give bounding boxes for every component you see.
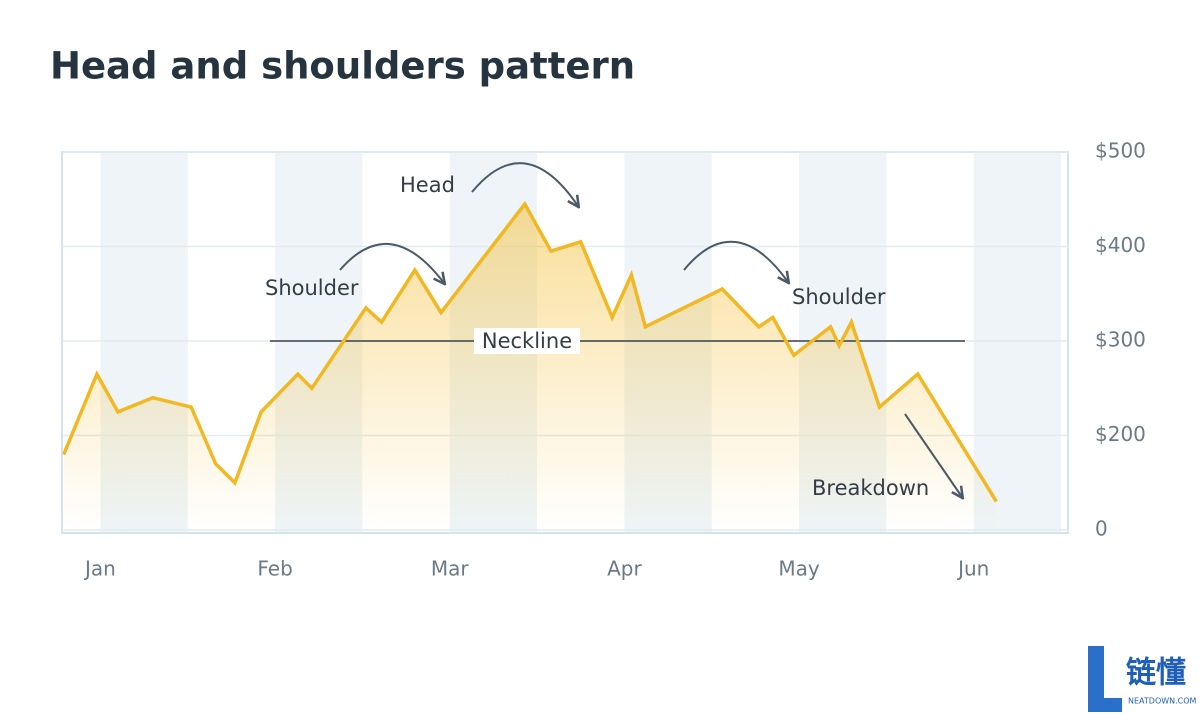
y-tick-label: $300 <box>1095 328 1146 352</box>
arrow <box>904 413 962 497</box>
shoulder-label: Shoulder <box>265 276 359 300</box>
x-tick-label: Jan <box>83 557 116 581</box>
brand-name: 链懂 <box>1126 656 1186 691</box>
x-tick-label: Mar <box>431 557 470 581</box>
y-tick-label: $400 <box>1095 233 1146 257</box>
logo-mark <box>1088 646 1122 712</box>
chart-title: Head and shoulders pattern <box>50 45 635 88</box>
shoulder-label: Shoulder <box>792 285 886 309</box>
x-tick-label: Feb <box>257 557 292 581</box>
x-tick-label: Apr <box>607 557 642 581</box>
x-tick-label: Jun <box>956 557 989 581</box>
line <box>62 200 998 503</box>
plot-area: 0 $200 $300 $400 $500 Jan Feb Mar Apr May Jun Neckl… <box>61 139 1146 581</box>
x-tick-label: May <box>778 557 820 581</box>
arrow <box>471 162 578 206</box>
neckline-label: Neckline <box>482 329 572 353</box>
logo: 链懂 NEATDOWN.COM <box>1088 646 1197 712</box>
brand-site: NEATDOWN.COM <box>1128 697 1197 706</box>
y-tick-label: 0 <box>1095 517 1108 541</box>
y-tick-label: $200 <box>1095 422 1146 446</box>
annotations: Head Shoulder Shoulder Breakdown <box>265 162 962 500</box>
y-tick-label: $500 <box>1095 139 1146 163</box>
area <box>63 204 997 530</box>
arrow <box>339 242 444 283</box>
head-label: Head <box>400 173 455 197</box>
neckline-label-bg <box>474 328 580 354</box>
arrow <box>683 240 788 282</box>
month-band <box>973 153 1062 532</box>
breakdown-label: Breakdown <box>812 476 929 500</box>
